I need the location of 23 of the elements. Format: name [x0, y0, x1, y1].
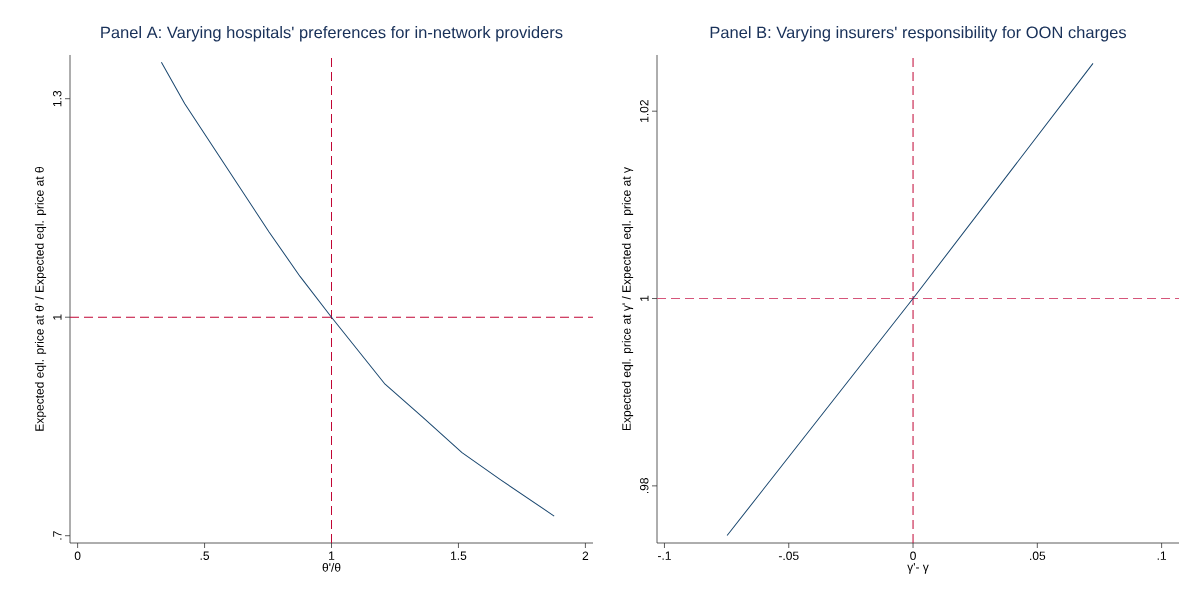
x-tick-label: -.05	[778, 551, 799, 561]
y-axis-title: Expected eql. price at γ' / Expected eql. price at γ	[621, 167, 634, 430]
x-tick-label: .5	[200, 551, 210, 560]
y-axis-title: Expected eql. price at θ' / Expected eql. price at θ	[34, 166, 47, 431]
x-tick-label: 0	[910, 551, 916, 561]
x-axis-title: θ'/θ	[322, 562, 341, 572]
y-tick-label: .7	[53, 531, 62, 540]
y-tick-label: 1	[53, 314, 62, 320]
x-tick-label: 2	[582, 551, 589, 560]
line-series	[160, 61, 555, 517]
chart-title: Panel A: Varying hospitals' preferences for in-network providers	[101, 26, 563, 42]
x-axis-title: γ'- γ	[907, 562, 929, 574]
x-tick-label: .05	[1030, 551, 1046, 561]
x-tick-label: 0	[74, 551, 81, 561]
y-tick-label: 1.3	[52, 90, 62, 107]
x-tick-label: -.1	[658, 551, 671, 560]
x-tick-label: 1.5	[451, 551, 467, 560]
x-tick-label: .1	[1157, 551, 1167, 560]
y-tick-label: 1	[640, 295, 649, 301]
y-tick-label: .98	[639, 478, 649, 494]
chart-title: Panel B: Varying insurers' responsibility for OON charges	[710, 26, 1127, 42]
y-tick-label: 1.02	[639, 100, 649, 122]
x-tick-label: 1	[329, 551, 335, 560]
